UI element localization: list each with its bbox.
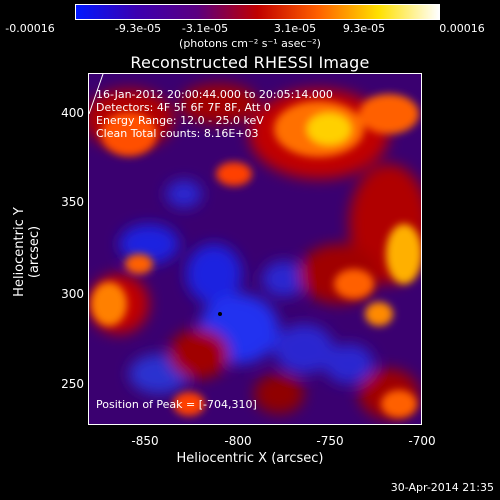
x-tick: -800 (224, 434, 252, 448)
energy-range: Energy Range: 12.0 - 25.0 keV (96, 114, 264, 127)
x-tick: -750 (316, 434, 344, 448)
rhessi-image: 16-Jan-2012 20:00:44.000 to 20:05:14.000… (88, 73, 422, 425)
colorbar-tick: -0.00016 (5, 22, 55, 35)
colorbar-tick: 0.00016 (439, 22, 485, 35)
rhessi-image-map (89, 74, 421, 424)
y-axis-label: Heliocentric Y (arcsec) (12, 207, 42, 297)
colorbar-units: (photons cm⁻² s⁻¹ asec⁻²) (179, 37, 321, 50)
colorbar-tick: 3.1e-05 (273, 22, 317, 35)
peak-marker (218, 312, 222, 316)
y-tick: 350 (61, 195, 84, 209)
time-range: 16-Jan-2012 20:00:44.000 to 20:05:14.000 (96, 88, 333, 101)
colorbar-tick: 9.3e-05 (342, 22, 386, 35)
clean-total-counts: Clean Total counts: 8.16E+03 (96, 127, 259, 140)
peak-position: Position of Peak = [-704,310] (96, 398, 257, 411)
y-tick: 250 (61, 377, 84, 391)
y-tick: 300 (61, 287, 84, 301)
x-axis-label: Heliocentric X (arcsec) (176, 451, 324, 466)
timestamp: 30-Apr-2014 21:35 (390, 481, 494, 494)
image-title: Reconstructed RHESSI Image (130, 53, 370, 72)
detectors-text: Detectors: 4F 5F 6F 7F 8F, Att 0 (96, 101, 271, 114)
colorbar (75, 4, 440, 20)
x-tick: -700 (408, 434, 436, 448)
colorbar-tick: -9.3e-05 (114, 22, 162, 35)
colorbar-tick: -3.1e-05 (181, 22, 229, 35)
x-tick: -850 (131, 434, 159, 448)
y-tick: 400 (61, 106, 84, 120)
